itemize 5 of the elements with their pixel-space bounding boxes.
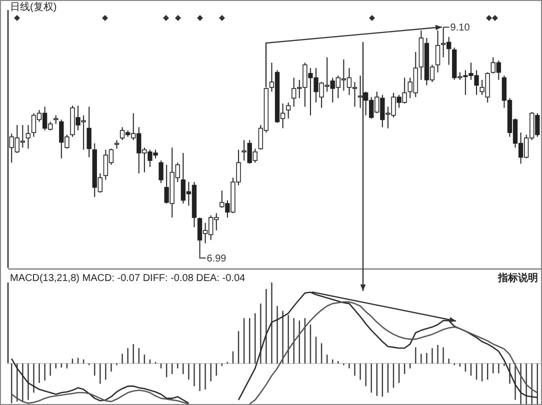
annotation: 6.99 bbox=[206, 254, 227, 265]
chart-title: MACD(13,21,8) MACD: -0.07 DIFF: -0.08 DEA: -0.04 bbox=[10, 273, 246, 284]
annotation: 9.10 bbox=[450, 22, 470, 34]
chart-title: 日线(复权) bbox=[10, 1, 57, 13]
annotation: 指标说明 bbox=[497, 272, 538, 284]
